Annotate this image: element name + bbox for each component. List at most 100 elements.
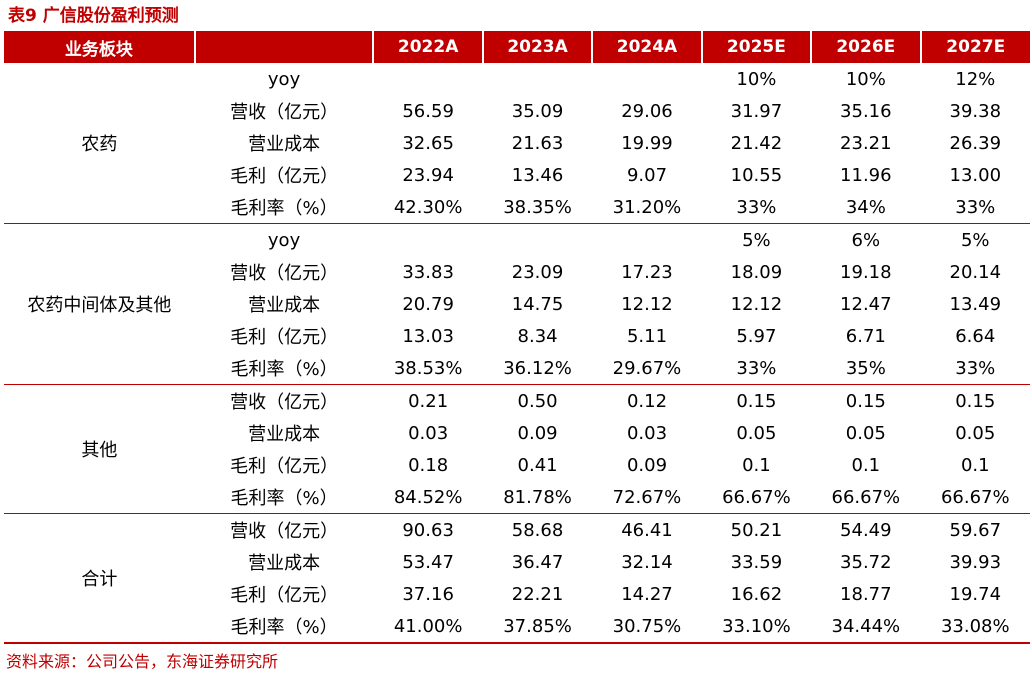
value-cell: 13.49 — [949, 293, 1002, 315]
value-cell: 0.05 — [736, 422, 777, 444]
table-row: 毛利率（%） 38.53% 36.12% 29.67% 33% 35% 33% — [4, 352, 1030, 385]
value-cell: 33% — [701, 352, 812, 385]
segment-cell: 合计 — [4, 513, 195, 644]
value-cell: 39.38 — [949, 100, 1002, 122]
value-cell: 35.16 — [840, 100, 892, 122]
value-cell: 5.11 — [626, 325, 668, 347]
value-cell: 10% — [845, 68, 886, 90]
value-cell: 12.12 — [621, 293, 673, 315]
value-cell: 37.16 — [402, 583, 454, 605]
item-cell: 营收（亿元） — [230, 392, 339, 413]
value-cell — [373, 63, 482, 95]
value-cell: 54.49 — [840, 519, 892, 541]
value-cell: 35% — [811, 352, 921, 385]
value-cell: 18.77 — [840, 583, 892, 605]
value-cell: 35.09 — [511, 100, 564, 122]
value-cell: 19.99 — [621, 132, 673, 154]
value-cell: 23.94 — [402, 164, 454, 186]
item-cell: 营业成本 — [248, 295, 321, 316]
value-cell: 90.63 — [402, 519, 454, 541]
value-cell: 0.50 — [517, 390, 558, 412]
table-row: 毛利（亿元） 37.16 22.21 14.27 16.62 18.77 19.74 — [4, 578, 1030, 610]
value-cell — [592, 63, 701, 95]
header-year: 2023A — [481, 31, 593, 63]
value-cell: 32.65 — [402, 132, 454, 154]
value-cell: 33% — [920, 191, 1030, 224]
value-cell: 6.71 — [845, 325, 886, 347]
value-cell: 11.96 — [840, 164, 892, 186]
header-year: 2025E — [700, 31, 812, 63]
header-year: 2026E — [810, 31, 921, 63]
value-cell: 81.78% — [482, 481, 593, 514]
value-cell: 30.75% — [592, 610, 702, 644]
value-cell: 19.74 — [949, 583, 1002, 605]
value-cell: 72.67% — [592, 481, 702, 514]
value-cell: 33.08% — [920, 610, 1030, 644]
header-year: 2027E — [919, 31, 1030, 63]
item-cell: yoy — [267, 229, 301, 251]
item-cell: 毛利（亿元） — [230, 166, 339, 187]
value-cell: 0.1 — [742, 454, 771, 476]
value-cell: 32.14 — [621, 551, 673, 573]
value-cell: 16.62 — [730, 583, 783, 605]
table-row: 合计 营收（亿元） 90.63 58.68 46.41 50.21 54.49 59.67 — [4, 513, 1030, 644]
table-row: 农药中间体及其他 yoy 5% 6% 5% — [4, 223, 1030, 385]
value-cell: 33.59 — [730, 551, 783, 573]
segment-cell: 其他 — [4, 384, 195, 514]
value-cell: 5% — [742, 229, 771, 251]
value-cell: 20.79 — [402, 293, 454, 315]
value-cell: 20.14 — [949, 261, 1002, 283]
item-cell: 营业成本 — [248, 134, 321, 155]
value-cell: 21.42 — [730, 132, 783, 154]
header-item — [193, 31, 374, 63]
value-cell: 34% — [811, 191, 921, 224]
value-cell: 33% — [920, 352, 1030, 385]
value-cell — [373, 224, 482, 257]
value-cell: 14.75 — [511, 293, 564, 315]
value-cell: 53.47 — [402, 551, 454, 573]
value-cell: 9.07 — [626, 164, 668, 186]
value-cell: 0.15 — [955, 390, 996, 412]
value-cell: 6% — [851, 229, 881, 251]
value-cell: 38.53% — [373, 352, 483, 385]
value-cell — [592, 224, 701, 257]
item-cell: 毛利率（%） — [194, 610, 374, 644]
item-cell: 营业成本 — [248, 424, 321, 445]
table-row: 毛利率（%） 41.00% 37.85% 30.75% 33.10% 34.44% 33.0… — [4, 610, 1030, 644]
segment-cell: 农药 — [4, 63, 195, 224]
source-note: 资料来源：公司公告，东海证券研究所 — [6, 652, 279, 671]
value-cell: 34.44% — [811, 610, 921, 644]
value-cell: 0.18 — [408, 454, 449, 476]
table-row: 其他 营收（亿元） 0.21 0.50 0.12 0.15 0.15 0.15 — [4, 384, 1030, 514]
value-cell: 0.1 — [851, 454, 881, 476]
table-row: 营收（亿元） 56.59 35.09 29.06 31.97 35.16 39.38 — [4, 95, 1030, 127]
value-cell: 33.10% — [701, 610, 812, 644]
table-row: 营业成本 53.47 36.47 32.14 33.59 35.72 39.93 — [4, 546, 1030, 578]
value-cell: 19.18 — [840, 261, 892, 283]
header-year: 2024A — [591, 31, 702, 63]
value-cell: 66.67% — [920, 481, 1030, 514]
value-cell: 0.05 — [955, 422, 996, 444]
table-row: 营业成本 0.03 0.09 0.03 0.05 0.05 0.05 — [4, 417, 1030, 449]
value-cell: 12.12 — [730, 293, 783, 315]
value-cell: 41.00% — [373, 610, 483, 644]
table-body: 农药 yoy 10% 10% 12% 营收（亿元） 56.59 35.09 29.06 31.97… — [4, 63, 1030, 644]
value-cell: 0.03 — [626, 422, 668, 444]
value-cell: 13.46 — [511, 164, 564, 186]
item-cell: 毛利（亿元） — [230, 327, 339, 348]
value-cell: 33.83 — [402, 261, 454, 283]
item-cell: yoy — [267, 68, 301, 90]
value-cell — [483, 224, 592, 257]
item-cell: 营收（亿元） — [230, 263, 339, 284]
table-row: 营收（亿元） 33.83 23.09 17.23 18.09 19.18 20.14 — [4, 256, 1030, 288]
item-cell: 毛利率（%） — [194, 352, 374, 385]
table-row: 农药 yoy 10% 10% 12% — [4, 63, 1030, 224]
segment-cell: 农药中间体及其他 — [4, 223, 195, 385]
value-cell: 8.34 — [517, 325, 558, 347]
value-cell: 13.03 — [402, 325, 454, 347]
value-cell: 18.09 — [730, 261, 783, 283]
value-cell: 66.67% — [811, 481, 921, 514]
value-cell: 29.67% — [592, 352, 702, 385]
value-cell: 36.47 — [511, 551, 564, 573]
table-row: 营业成本 20.79 14.75 12.12 12.12 12.47 13.49 — [4, 288, 1030, 320]
